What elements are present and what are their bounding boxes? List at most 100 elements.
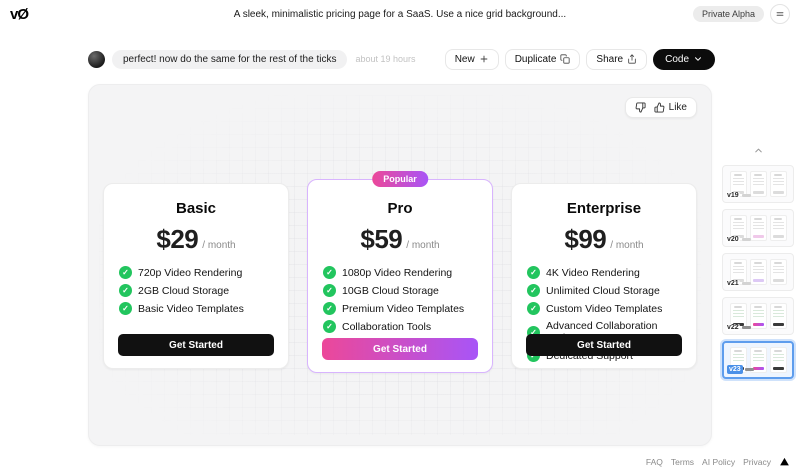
feature-item: ✓ 720p Video Rendering bbox=[119, 266, 273, 279]
version-label: v20 bbox=[726, 236, 751, 243]
mini-card bbox=[769, 215, 787, 241]
feature-text: 10GB Cloud Storage bbox=[342, 284, 439, 297]
feature-item: ✓ 1080p Video Rendering bbox=[323, 266, 477, 279]
mini-card bbox=[729, 259, 747, 285]
thumbs-down-icon bbox=[635, 102, 646, 113]
share-button-label: Share bbox=[596, 53, 624, 65]
message-timestamp: about 19 hours bbox=[355, 54, 416, 64]
check-circle-icon: ✓ bbox=[119, 266, 132, 279]
check-circle-icon: ✓ bbox=[119, 302, 132, 315]
thumbs-up-icon bbox=[654, 102, 665, 113]
popular-badge: Popular bbox=[372, 171, 428, 187]
plan-period: / month bbox=[610, 240, 644, 251]
plan-name: Basic bbox=[175, 200, 217, 217]
feature-text: 720p Video Rendering bbox=[138, 266, 243, 279]
footer-link-ai-policy[interactable]: AI Policy bbox=[702, 456, 736, 467]
feature-item: ✓ 4K Video Rendering bbox=[527, 266, 681, 279]
pricing-card-pro: Popular Pro $59 / month ✓ 1080p Video Re… bbox=[307, 171, 493, 373]
preview-canvas: Like Basic $29 / month ✓ 720p Video Rend… bbox=[88, 84, 712, 446]
version-thumbnail-v23[interactable]: v23 bbox=[722, 341, 794, 379]
check-circle-icon: ✓ bbox=[527, 266, 540, 279]
code-button[interactable]: Code bbox=[653, 48, 715, 70]
feature-item: ✓ 10GB Cloud Storage bbox=[323, 284, 477, 297]
feature-text: 1080p Video Rendering bbox=[342, 266, 453, 279]
plan-price: $99 bbox=[564, 224, 607, 254]
pricing-card-basic: Basic $29 / month ✓ 720p Video Rendering… bbox=[103, 183, 289, 369]
feature-item: ✓ Basic Video Templates bbox=[119, 302, 273, 315]
plan-name: Pro bbox=[387, 200, 413, 217]
feature-text: 4K Video Rendering bbox=[546, 266, 640, 279]
private-alpha-badge: Private Alpha bbox=[692, 6, 764, 22]
version-label: v21 bbox=[726, 280, 751, 287]
share-icon bbox=[628, 54, 636, 64]
mini-card bbox=[749, 171, 767, 197]
check-circle-icon: ✓ bbox=[323, 284, 336, 297]
project-prompt-title: A sleek, minimalistic pricing page for a… bbox=[233, 8, 567, 20]
user-avatar bbox=[88, 50, 105, 68]
share-button[interactable]: Share bbox=[586, 48, 648, 70]
mini-card bbox=[749, 347, 767, 373]
v0-logo[interactable]: vØ bbox=[10, 5, 29, 23]
check-circle-icon: ✓ bbox=[323, 320, 336, 333]
like-button[interactable]: Like bbox=[654, 102, 687, 113]
like-button-label: Like bbox=[668, 102, 687, 113]
chevron-up-icon bbox=[754, 148, 762, 153]
feature-text: Premium Video Templates bbox=[342, 302, 465, 315]
top-bar: vØ A sleek, minimalistic pricing page fo… bbox=[0, 0, 800, 28]
get-started-button[interactable]: Get Started bbox=[322, 338, 478, 360]
feedback-pill: Like bbox=[624, 97, 697, 118]
check-circle-icon: ✓ bbox=[323, 302, 336, 315]
mini-card bbox=[749, 303, 767, 329]
version-thumbnail-v22[interactable]: v22 bbox=[722, 297, 794, 335]
check-circle-icon: ✓ bbox=[323, 266, 336, 279]
new-button-label: New bbox=[454, 53, 475, 65]
mini-card bbox=[749, 259, 767, 285]
plan-period: / month bbox=[202, 240, 236, 251]
code-button-label: Code bbox=[665, 53, 689, 65]
feature-text: Unlimited Cloud Storage bbox=[546, 284, 660, 297]
copy-icon bbox=[560, 54, 570, 64]
user-message: perfect! now do the same for the rest of… bbox=[112, 49, 348, 69]
feature-item: ✓ Custom Video Templates bbox=[527, 302, 681, 315]
mini-card bbox=[769, 171, 787, 197]
duplicate-button[interactable]: Duplicate bbox=[504, 48, 581, 70]
feature-list: ✓ 720p Video Rendering ✓ 2GB Cloud Stora… bbox=[119, 266, 273, 315]
check-circle-icon: ✓ bbox=[527, 302, 540, 315]
mini-card bbox=[769, 259, 787, 285]
feature-item: ✓ Collaboration Tools bbox=[323, 320, 477, 333]
footer-link-privacy[interactable]: Privacy bbox=[743, 456, 771, 467]
feature-text: 2GB Cloud Storage bbox=[138, 284, 230, 297]
feature-text: Custom Video Templates bbox=[546, 302, 663, 315]
version-label: v19 bbox=[726, 192, 751, 199]
version-thumbnail-v21[interactable]: v21 bbox=[722, 253, 794, 291]
menu-button[interactable] bbox=[770, 4, 790, 24]
feature-item: ✓ Unlimited Cloud Storage bbox=[527, 284, 681, 297]
scroll-up-button[interactable] bbox=[753, 143, 764, 161]
version-thumbnail-v20[interactable]: v20 bbox=[722, 209, 794, 247]
get-started-button[interactable]: Get Started bbox=[526, 334, 682, 356]
feature-item: ✓ Premium Video Templates bbox=[323, 302, 477, 315]
mini-card bbox=[749, 215, 767, 241]
duplicate-button-label: Duplicate bbox=[514, 53, 557, 65]
version-history-sidebar: v19 v20 v21 v22 v23 bbox=[720, 143, 796, 385]
chat-row: perfect! now do the same for the rest of… bbox=[88, 48, 715, 70]
footer-link-faq[interactable]: FAQ bbox=[645, 456, 663, 467]
get-started-button[interactable]: Get Started bbox=[118, 334, 274, 356]
plan-name: Enterprise bbox=[566, 200, 642, 217]
version-thumbnail-v19[interactable]: v19 bbox=[722, 165, 794, 203]
pricing-cards-row: Basic $29 / month ✓ 720p Video Rendering… bbox=[89, 171, 711, 373]
mini-card bbox=[769, 303, 787, 329]
check-circle-icon: ✓ bbox=[119, 284, 132, 297]
plan-price: $59 bbox=[360, 224, 403, 254]
footer-link-terms[interactable]: Terms bbox=[670, 456, 695, 467]
mini-card bbox=[769, 347, 787, 373]
vercel-logo-icon bbox=[780, 457, 789, 466]
feature-item: ✓ 2GB Cloud Storage bbox=[119, 284, 273, 297]
new-button[interactable]: New bbox=[444, 48, 499, 70]
chevron-down-icon bbox=[695, 57, 701, 61]
feature-list: ✓ 1080p Video Rendering ✓ 10GB Cloud Sto… bbox=[323, 266, 477, 333]
dislike-button[interactable] bbox=[635, 102, 646, 113]
pricing-card-enterprise: Enterprise $99 / month ✓ 4K Video Render… bbox=[511, 183, 697, 369]
menu-icon bbox=[776, 12, 784, 16]
check-circle-icon: ✓ bbox=[527, 284, 540, 297]
